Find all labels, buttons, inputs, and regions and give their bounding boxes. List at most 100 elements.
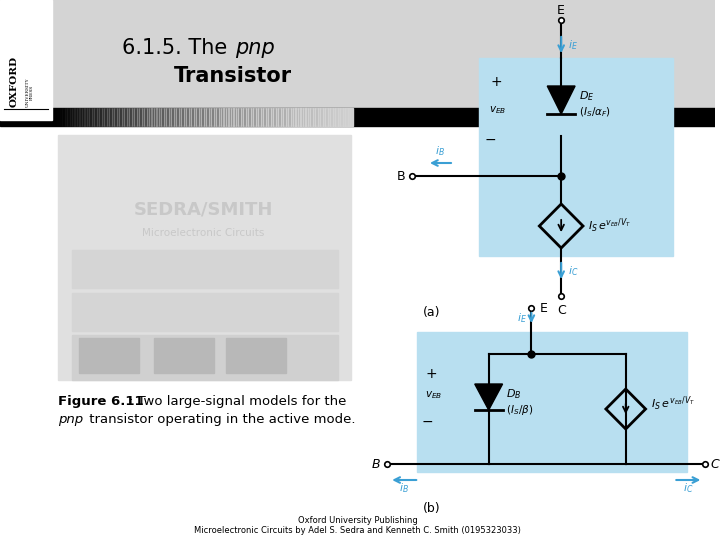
Bar — [211, 108, 214, 126]
Bar — [201, 108, 204, 126]
Polygon shape — [474, 384, 503, 410]
Bar — [209, 108, 211, 126]
Bar — [246, 108, 248, 126]
Bar — [114, 108, 117, 126]
Bar — [134, 108, 137, 126]
Bar — [243, 108, 246, 126]
Text: −: − — [421, 415, 433, 429]
Bar — [333, 108, 336, 126]
Bar — [228, 108, 231, 126]
Bar — [0, 108, 715, 126]
Bar — [288, 108, 291, 126]
Text: $(I_S/\alpha_F)$: $(I_S/\alpha_F)$ — [579, 105, 611, 119]
Bar — [340, 108, 343, 126]
Bar — [127, 108, 129, 126]
Bar — [338, 108, 341, 126]
Bar — [325, 108, 328, 126]
Bar — [479, 58, 673, 256]
Bar — [276, 108, 278, 126]
Bar — [0, 0, 715, 120]
Bar — [71, 293, 338, 331]
Bar — [89, 108, 92, 126]
Bar — [313, 108, 315, 126]
Bar — [142, 108, 144, 126]
Bar — [238, 108, 241, 126]
Bar — [417, 332, 688, 472]
Bar — [67, 108, 70, 126]
Bar — [281, 108, 283, 126]
Bar — [196, 108, 199, 126]
Bar — [315, 108, 318, 126]
Bar — [0, 0, 52, 120]
Bar — [74, 108, 77, 126]
Bar — [328, 108, 330, 126]
Bar — [204, 108, 206, 126]
Bar — [295, 108, 298, 126]
Text: C: C — [710, 457, 719, 470]
Bar — [112, 108, 114, 126]
Bar — [107, 108, 109, 126]
Text: E: E — [539, 301, 547, 314]
Bar — [151, 108, 154, 126]
Text: $(I_S/\beta)$: $(I_S/\beta)$ — [505, 403, 533, 417]
Bar — [65, 108, 67, 126]
Bar — [129, 108, 132, 126]
Bar — [79, 338, 139, 373]
Text: 6.1.5. The: 6.1.5. The — [122, 38, 233, 58]
Bar — [122, 108, 125, 126]
Bar — [264, 108, 266, 126]
Bar — [248, 108, 251, 126]
Text: UNIVERSITY
PRESS: UNIVERSITY PRESS — [25, 78, 34, 107]
Bar — [305, 108, 308, 126]
Bar — [146, 108, 149, 126]
Bar — [181, 108, 184, 126]
Text: Transistor: Transistor — [174, 66, 292, 86]
Bar — [154, 338, 214, 373]
Text: $i_E$: $i_E$ — [518, 311, 528, 325]
Bar — [82, 108, 84, 126]
Text: $D_E$: $D_E$ — [579, 89, 595, 103]
Bar — [290, 108, 293, 126]
Bar — [221, 108, 224, 126]
Bar — [96, 108, 99, 126]
Text: −: − — [485, 133, 496, 147]
Bar — [278, 108, 281, 126]
Bar — [84, 108, 87, 126]
Bar — [320, 108, 323, 126]
Text: : Two large-signal models for the: : Two large-signal models for the — [129, 395, 346, 408]
Bar — [226, 108, 228, 126]
Bar — [293, 108, 296, 126]
Bar — [171, 108, 174, 126]
Text: pnp: pnp — [58, 413, 83, 426]
Bar — [256, 108, 258, 126]
Bar — [184, 108, 186, 126]
Bar — [109, 108, 112, 126]
Bar — [266, 108, 269, 126]
Bar — [70, 108, 72, 126]
Bar — [268, 108, 271, 126]
Bar — [192, 108, 194, 126]
Bar — [94, 108, 97, 126]
Bar — [300, 108, 303, 126]
Bar — [62, 108, 65, 126]
Bar — [336, 108, 338, 126]
Bar — [308, 108, 310, 126]
Text: $I_S\,e^{\,v_{EB}/V_T}$: $I_S\,e^{\,v_{EB}/V_T}$ — [651, 395, 695, 413]
Polygon shape — [547, 86, 575, 114]
Bar — [231, 108, 233, 126]
Text: B: B — [372, 457, 380, 470]
Bar — [60, 108, 62, 126]
Text: Oxford University Publishing: Oxford University Publishing — [297, 516, 418, 525]
Text: Figure 6.11: Figure 6.11 — [58, 395, 143, 408]
Bar — [176, 108, 179, 126]
Text: OXFORD: OXFORD — [9, 56, 19, 107]
Bar — [156, 108, 159, 126]
Bar — [330, 108, 333, 126]
Bar — [58, 135, 351, 380]
Bar — [124, 108, 127, 126]
Bar — [218, 108, 221, 126]
Bar — [303, 108, 305, 126]
Bar — [216, 108, 219, 126]
Bar — [92, 108, 94, 126]
Bar — [261, 108, 264, 126]
